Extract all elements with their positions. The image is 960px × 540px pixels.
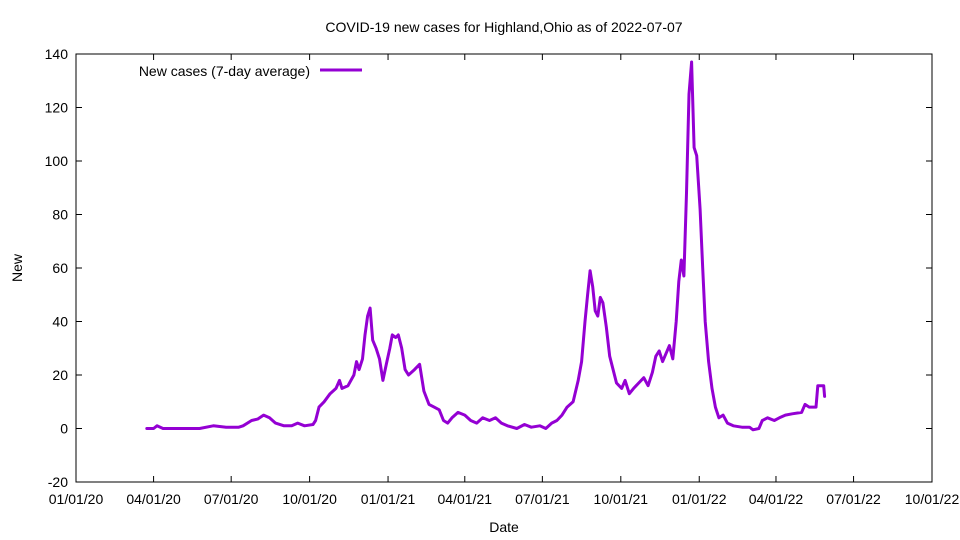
x-tick-label: 07/01/22 — [826, 491, 881, 507]
y-tick-label: 40 — [52, 314, 68, 330]
x-tick-label: 04/01/22 — [749, 491, 804, 507]
y-axis: -20 0 20 40 60 80 100 120 140 — [45, 46, 932, 490]
plot-frame — [75, 53, 933, 483]
y-tick-label: -20 — [48, 474, 68, 490]
legend: New cases (7-day average) — [139, 63, 362, 79]
y-tick-label: 100 — [45, 153, 69, 169]
x-tick-label: 01/01/22 — [672, 491, 727, 507]
series-layer — [145, 60, 827, 432]
x-axis-label: Date — [489, 519, 519, 535]
x-tick-label: 07/01/20 — [204, 491, 259, 507]
series-line — [145, 60, 827, 432]
x-tick-label: 10/01/20 — [282, 491, 337, 507]
legend-label: New cases (7-day average) — [139, 63, 310, 79]
x-axis: 01/01/20 04/01/20 07/01/20 10/01/20 01/01/21… — [49, 54, 960, 507]
y-tick-label: 20 — [52, 367, 68, 383]
y-tick-label: 140 — [45, 46, 69, 62]
x-tick-label: 10/01/22 — [905, 491, 960, 507]
x-tick-label: 07/01/21 — [515, 491, 570, 507]
y-axis-label: New — [9, 253, 25, 282]
y-tick-label: 120 — [45, 100, 69, 116]
chart-title: COVID-19 new cases for Highland,Ohio as … — [325, 19, 682, 35]
x-tick-label: 01/01/20 — [49, 491, 104, 507]
y-tick-label: 80 — [52, 207, 68, 223]
x-tick-label: 04/01/21 — [438, 491, 493, 507]
x-tick-label: 10/01/21 — [594, 491, 649, 507]
x-tick-label: 04/01/20 — [126, 491, 181, 507]
y-tick-label: 60 — [52, 260, 68, 276]
x-tick-label: 01/01/21 — [361, 491, 416, 507]
y-tick-label: 0 — [60, 421, 68, 437]
